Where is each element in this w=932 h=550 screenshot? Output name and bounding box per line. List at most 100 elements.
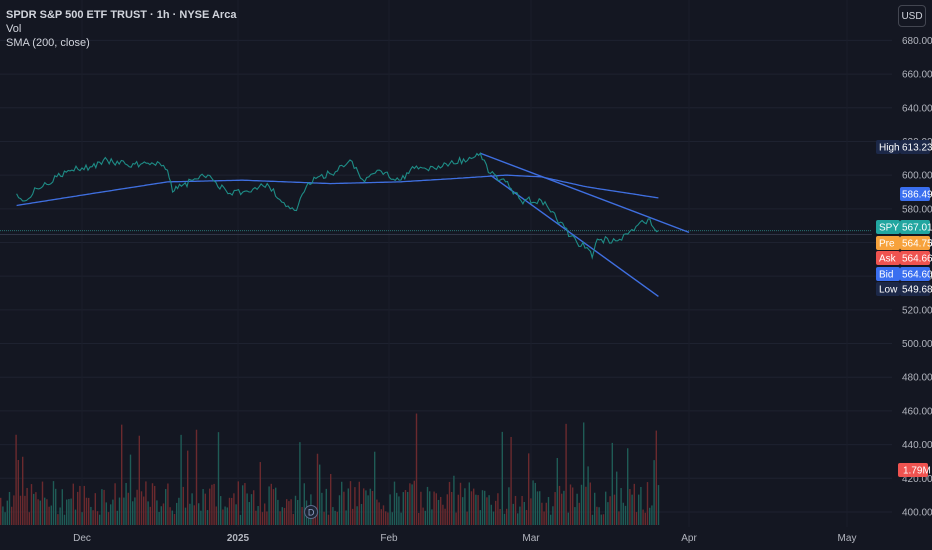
volume-bar bbox=[616, 471, 618, 525]
volume-bar bbox=[41, 481, 44, 525]
volume-bar bbox=[514, 495, 517, 525]
volume-bar bbox=[627, 448, 629, 525]
volume-bar bbox=[462, 497, 464, 525]
volume-bar bbox=[426, 486, 429, 525]
sma-line-group bbox=[16, 174, 659, 207]
volume-bar bbox=[74, 509, 77, 525]
volume-bar bbox=[543, 511, 545, 525]
volume-bar bbox=[657, 485, 660, 525]
volume-bar bbox=[534, 482, 536, 525]
volume-bar bbox=[17, 459, 19, 525]
y-tick-label: 440.00 bbox=[902, 440, 932, 451]
x-tick-label: May bbox=[838, 533, 857, 544]
sma-badge-value: 586.49 bbox=[902, 190, 932, 201]
ask-badge-value: 564.66 bbox=[902, 254, 932, 265]
volume-bar bbox=[352, 508, 354, 525]
volume-bar bbox=[63, 514, 66, 525]
ask-badge-value-bg bbox=[900, 251, 930, 265]
volume-bar bbox=[404, 490, 407, 525]
pre-badge-label: Pre bbox=[879, 239, 895, 250]
volume-bar bbox=[440, 496, 442, 525]
volume-bar bbox=[646, 482, 649, 525]
volume-bar bbox=[33, 493, 35, 525]
volume-bar bbox=[88, 497, 90, 525]
symbol-title[interactable]: SPDR S&P 500 ETF TRUST · 1h · NYSE Arca bbox=[6, 9, 237, 21]
volume-bar bbox=[48, 506, 50, 525]
volume-bar bbox=[268, 486, 270, 525]
volume-bar bbox=[385, 511, 387, 525]
volume-bar bbox=[30, 484, 33, 525]
volume-bar bbox=[519, 506, 521, 525]
volume-bar bbox=[167, 483, 169, 525]
volume-bar bbox=[400, 512, 402, 525]
volume-bar bbox=[495, 500, 497, 525]
volume-bar bbox=[129, 454, 132, 525]
volume-bar bbox=[28, 512, 30, 525]
volume-bar bbox=[26, 487, 28, 525]
low-badge-label: Low bbox=[879, 285, 898, 296]
volume-bar bbox=[622, 502, 624, 525]
volume-bar bbox=[283, 507, 286, 525]
currency-button[interactable]: USD bbox=[898, 5, 926, 27]
pre-badge-value: 564.75 bbox=[902, 239, 932, 250]
ask-badge-label-bg bbox=[876, 251, 900, 265]
volume-bar bbox=[316, 453, 319, 525]
volume-bar bbox=[598, 507, 600, 525]
volume-bar bbox=[202, 488, 204, 525]
volume-bar bbox=[594, 492, 596, 525]
volume-bar bbox=[191, 493, 193, 525]
volume-bar bbox=[178, 497, 180, 525]
volume-bar bbox=[523, 501, 525, 525]
volume-bar bbox=[501, 431, 503, 525]
spy-badge-value-bg bbox=[900, 220, 930, 234]
volume-bar bbox=[345, 510, 347, 525]
volume-bar bbox=[61, 489, 63, 525]
volume-bar bbox=[369, 488, 371, 525]
volume-bar bbox=[367, 495, 369, 525]
volume-bar bbox=[231, 497, 233, 525]
volume-bar bbox=[473, 488, 475, 525]
volume-bar bbox=[371, 490, 374, 525]
volume-bar bbox=[301, 506, 303, 525]
y-tick-label: 500.00 bbox=[902, 339, 932, 350]
volume-bar bbox=[640, 486, 642, 525]
volume-bar bbox=[642, 509, 644, 525]
pre-badge-value-bg bbox=[900, 236, 930, 250]
volume-bar bbox=[147, 501, 149, 525]
volume-bar bbox=[242, 485, 244, 525]
spy-badge-label-bg bbox=[876, 220, 900, 234]
high-badge-label: High bbox=[879, 143, 900, 154]
sma-legend[interactable]: SMA (200, close) bbox=[6, 37, 90, 49]
volume-bar bbox=[455, 512, 457, 525]
volume-bar bbox=[349, 481, 352, 525]
volume-bar bbox=[532, 480, 534, 525]
volume-bar bbox=[422, 507, 424, 525]
volume-bar bbox=[158, 512, 160, 525]
volume-bar bbox=[288, 501, 290, 525]
volume-bar bbox=[134, 497, 136, 525]
volume-bar bbox=[52, 481, 55, 525]
volume-bar bbox=[479, 510, 481, 525]
volume-bar bbox=[618, 511, 620, 525]
volume-bar bbox=[277, 499, 279, 525]
volume-bar bbox=[72, 483, 74, 525]
volume-bar bbox=[631, 494, 633, 525]
volume-bar bbox=[151, 483, 154, 525]
volume-bar bbox=[140, 491, 143, 525]
volume-bar bbox=[314, 511, 316, 525]
volume-bar bbox=[125, 482, 127, 525]
volume-bar bbox=[250, 494, 253, 525]
volume-bar bbox=[492, 511, 495, 525]
bid-badge-value: 564.60 bbox=[902, 270, 932, 281]
volume-bar bbox=[578, 502, 580, 525]
volume-bar bbox=[418, 512, 420, 525]
volume-bar bbox=[481, 490, 484, 525]
volume-bar bbox=[459, 482, 462, 525]
volume-bar bbox=[2, 506, 4, 525]
volume-bar bbox=[184, 507, 187, 525]
volume-legend[interactable]: Vol bbox=[6, 23, 22, 35]
volume-bar bbox=[521, 495, 523, 525]
volume-bar bbox=[160, 506, 162, 525]
